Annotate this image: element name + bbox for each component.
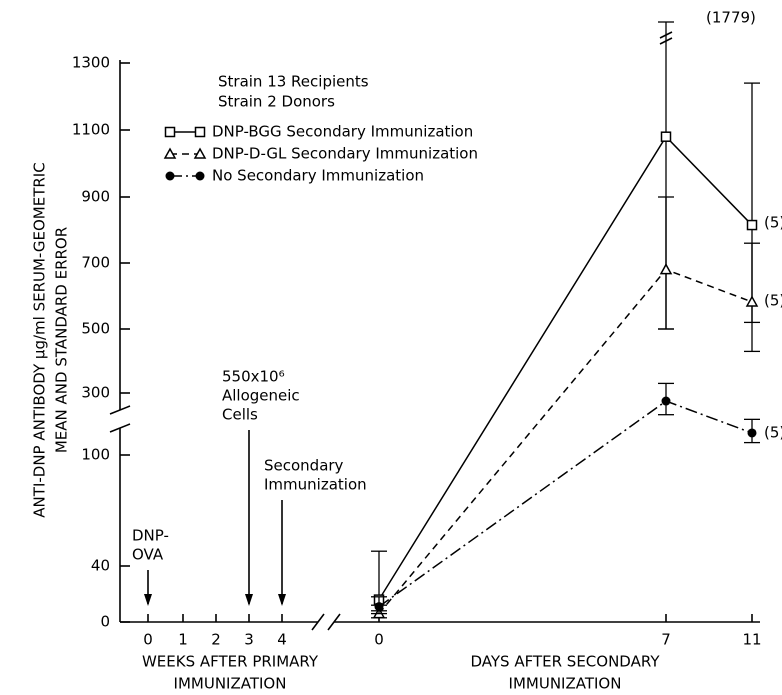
y-break — [109, 405, 131, 415]
axes — [109, 60, 760, 631]
legend-label: DNP-BGG Secondary Immunization — [212, 123, 473, 141]
bar-break — [659, 31, 673, 39]
y-tick-label: 40 — [91, 557, 110, 575]
legend-marker — [194, 126, 206, 138]
annotation: (5) — [764, 424, 782, 442]
y-tick-label: 900 — [81, 188, 110, 206]
legend-label: DNP-D-GL Secondary Immunization — [212, 145, 478, 163]
series-line — [378, 135, 753, 600]
data-point — [747, 428, 757, 438]
legend-marker — [164, 126, 176, 138]
y-axis-label: ANTI-DNP ANTIBODY µg/ml SERUM-GEOMETRIC — [31, 162, 49, 517]
x-tick-label: 7 — [661, 631, 671, 649]
annotation: (5) — [764, 292, 782, 310]
x-tick-label: 3 — [244, 631, 254, 649]
data-point — [660, 131, 672, 142]
series-line — [378, 400, 753, 608]
event-arrowhead — [245, 594, 253, 606]
x-axis-label: IMMUNIZATION — [174, 675, 287, 693]
data-point — [746, 219, 758, 231]
note: Strain 13 Recipients — [218, 73, 369, 91]
y-tick-label: 100 — [81, 446, 110, 464]
event-label: Cells — [222, 406, 258, 424]
data-point — [659, 263, 673, 275]
event-label: 550x10⁶ — [222, 368, 285, 386]
x-break — [327, 613, 341, 631]
y-tick-label: 500 — [81, 320, 110, 338]
y-tick-label: 700 — [81, 254, 110, 272]
x-tick-label: 4 — [277, 631, 287, 649]
x-axis-label: WEEKS AFTER PRIMARY — [142, 653, 319, 671]
data-point — [374, 602, 384, 612]
x-axis-label: DAYS AFTER SECONDARY — [471, 653, 661, 671]
note: Strain 2 Donors — [218, 93, 335, 111]
event-label: Secondary — [264, 457, 344, 475]
x-tick-label: 1 — [178, 631, 188, 649]
y-tick-label: 300 — [81, 384, 110, 402]
data-point — [661, 396, 671, 406]
event-label: OVA — [132, 546, 164, 564]
legend-marker — [163, 147, 177, 159]
x-break — [311, 613, 325, 631]
x-tick-label: 0 — [374, 631, 384, 649]
legend-label: No Secondary Immunization — [212, 167, 424, 185]
event-label: Allogeneic — [222, 387, 300, 405]
event-arrowhead — [278, 594, 286, 606]
annotation: (1779) — [706, 9, 756, 27]
event-label: Immunization — [264, 476, 367, 494]
y-tick-label: 1300 — [72, 54, 110, 72]
data-point — [745, 295, 759, 307]
legend-marker — [195, 171, 205, 181]
bar-break — [659, 37, 673, 45]
legend-marker — [165, 171, 175, 181]
x-tick-label: 11 — [742, 631, 761, 649]
event-label: DNP- — [132, 527, 169, 545]
series-line — [378, 268, 753, 615]
event-arrowhead — [144, 594, 152, 606]
y-break — [109, 423, 131, 433]
y-axis-label: MEAN AND STANDARD ERROR — [53, 227, 71, 453]
x-tick-label: 0 — [143, 631, 153, 649]
legend-marker — [193, 147, 207, 159]
x-tick-label: 2 — [211, 631, 221, 649]
x-axis-label: IMMUNIZATION — [509, 675, 622, 693]
y-tick-label: 1100 — [72, 121, 110, 139]
y-tick-label: 0 — [100, 613, 110, 631]
annotation: (5) — [764, 214, 782, 232]
